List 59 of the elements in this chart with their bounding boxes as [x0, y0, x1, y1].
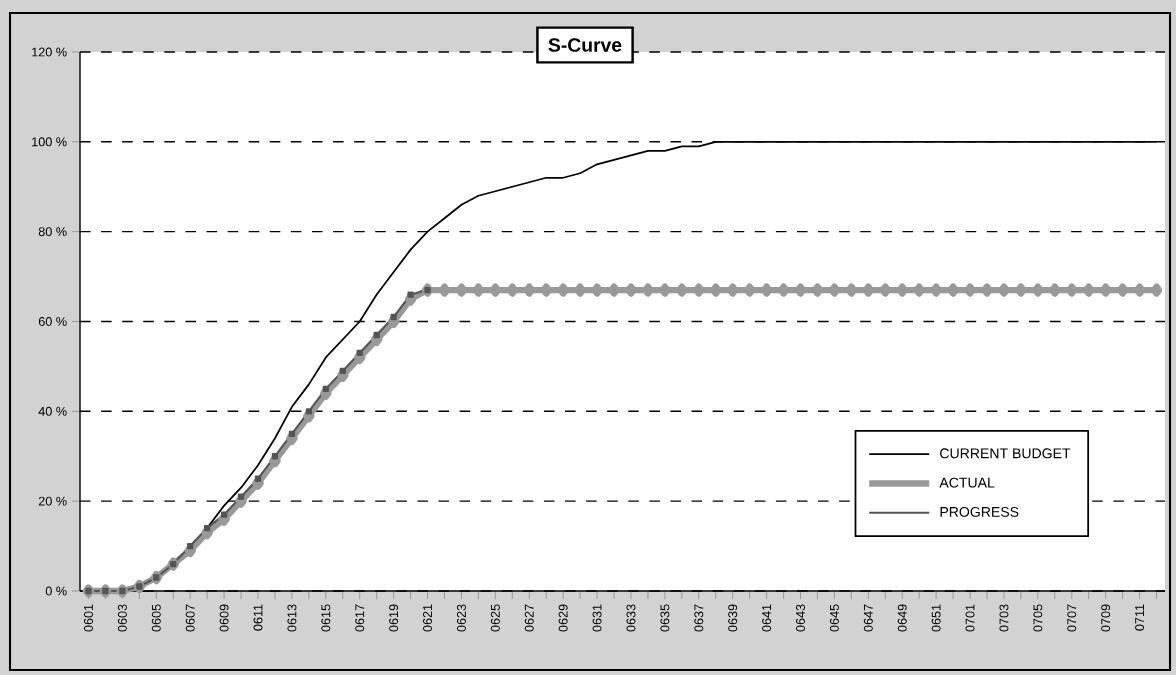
point [254, 475, 262, 482]
x-tick-label: 0615 [321, 604, 331, 632]
x-tick-label: 0631 [592, 604, 602, 632]
x-tick-label: 0603 [117, 604, 127, 632]
point [187, 542, 194, 550]
y-tick-label: 0 % [45, 586, 67, 596]
point [136, 583, 143, 590]
point [305, 408, 313, 415]
x-tick-label: 0607 [185, 604, 195, 632]
x-tick-label: 0649 [897, 604, 907, 632]
point [271, 453, 279, 460]
point [390, 313, 397, 321]
x-tick-label: 0645 [829, 604, 839, 632]
x-tick-label: 0627 [524, 604, 534, 632]
point [407, 291, 414, 298]
x-tick-label: 0633 [626, 604, 636, 632]
x-tick-label: 0641 [762, 604, 772, 632]
point [356, 349, 363, 357]
y-tick-label: 100 % [32, 137, 67, 147]
x-tick-label: 0625 [490, 604, 500, 632]
chart-title: S-Curve [548, 38, 622, 52]
x-tick-label: 0647 [863, 604, 873, 632]
x-tick-label: 0707 [1067, 604, 1077, 632]
y-tick-label: 40 % [38, 406, 67, 416]
x-tick-label: 0611 [253, 604, 263, 631]
point [203, 524, 211, 532]
point [373, 331, 380, 339]
x-tick-label: 0629 [558, 604, 568, 632]
point [220, 511, 228, 518]
x-tick-label: 0613 [287, 604, 297, 632]
y-tick-label: 80 % [38, 227, 67, 237]
point [237, 493, 245, 500]
y-tick-label: 60 % [38, 316, 67, 326]
x-tick-label: 0601 [83, 604, 93, 632]
x-tick-label: 0701 [965, 604, 975, 632]
x-tick-label: 0621 [423, 604, 433, 632]
x-tick-label: 0709 [1101, 604, 1111, 632]
y-tick-label: 20 % [38, 496, 67, 506]
legend-label: ACTUAL [939, 477, 995, 488]
x-tick-label: 0651 [931, 604, 941, 632]
point [288, 430, 296, 437]
x-tick-label: 0705 [1033, 604, 1043, 632]
legend-label: PROGRESS [940, 506, 1019, 517]
x-tick-label: 0609 [219, 604, 229, 632]
x-tick-label: 0623 [456, 604, 466, 632]
x-tick-label: 0711 [1135, 604, 1145, 631]
x-tick-label: 0643 [796, 604, 805, 632]
x-tick-label: 0639 [728, 604, 738, 632]
y-tick-label: 120 % [32, 47, 67, 57]
point [339, 367, 346, 375]
x-tick-label: 0703 [999, 604, 1009, 632]
x-tick-label: 0605 [151, 604, 161, 632]
x-tick-label: 0619 [389, 604, 399, 632]
point [322, 385, 329, 393]
x-tick-label: 0617 [355, 604, 365, 632]
x-tick-label: 0637 [694, 604, 704, 632]
legend-label: CURRENT BUDGET [940, 448, 1071, 459]
x-tick-label: 0635 [660, 604, 670, 632]
point [153, 574, 160, 581]
